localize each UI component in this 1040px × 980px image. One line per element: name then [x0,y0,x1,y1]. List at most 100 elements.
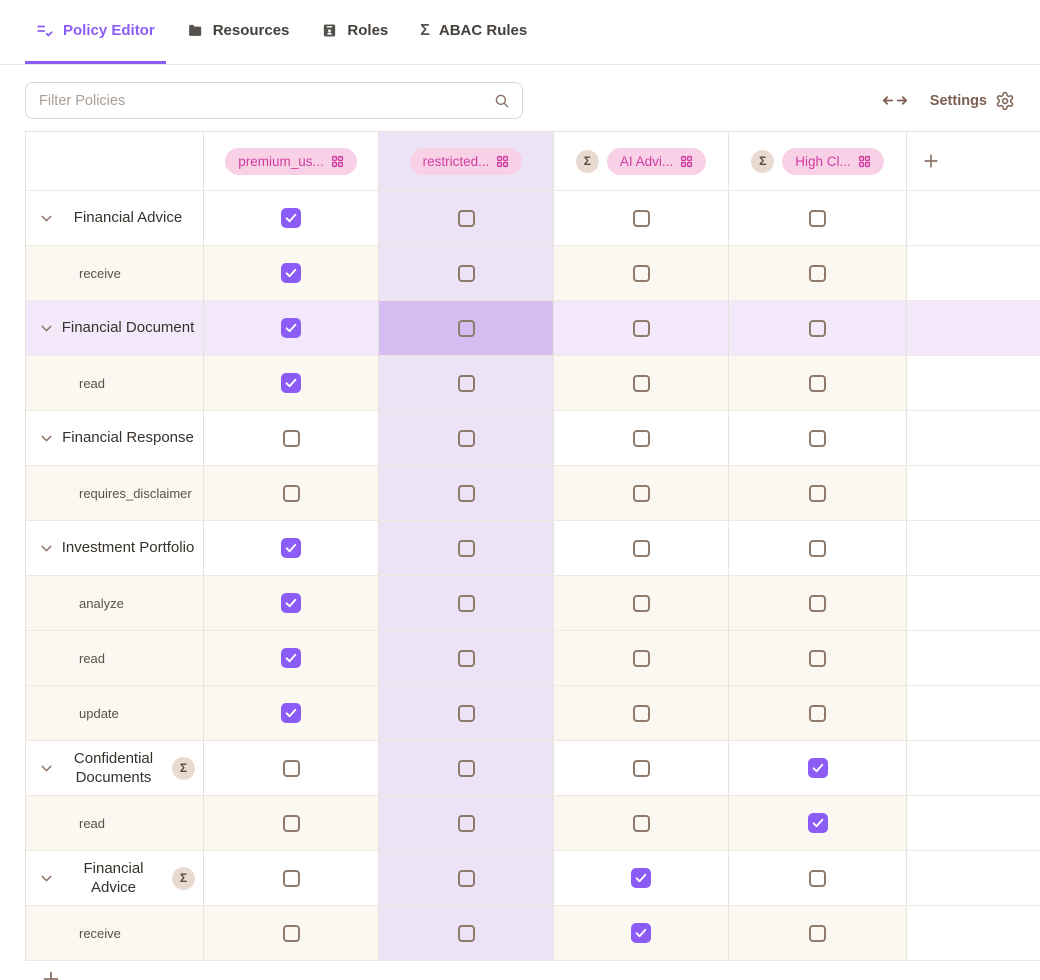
matrix-cell [554,301,729,356]
checkbox-unchecked[interactable] [457,319,475,337]
checkbox-unchecked[interactable] [632,429,650,447]
checkbox-unchecked[interactable] [457,704,475,722]
checkbox-unchecked[interactable] [632,704,650,722]
checkbox-checked[interactable] [631,923,651,943]
checkbox-box-unchecked [632,429,650,447]
checkbox-checked[interactable] [281,538,301,558]
checkbox-unchecked[interactable] [282,924,300,942]
checkbox-checked[interactable] [631,868,651,888]
checkbox-unchecked[interactable] [809,594,826,612]
tab-abac-rules[interactable]: Σ ABAC Rules [409,0,538,64]
checkbox-checked[interactable] [281,263,301,283]
checkbox-unchecked[interactable] [632,649,650,667]
checkbox-unchecked[interactable] [457,374,475,392]
matrix-cell [729,411,907,466]
checkbox-unchecked[interactable] [809,869,826,887]
checkbox-unchecked[interactable] [282,759,300,777]
checkbox-unchecked[interactable] [809,924,826,942]
checkbox-unchecked[interactable] [282,484,300,502]
checkbox-unchecked[interactable] [457,539,475,557]
checkbox-box-unchecked [632,319,650,337]
action-row-label-cell: read [26,796,204,851]
checkbox-checked[interactable] [281,208,301,228]
grid-handle-icon [331,155,344,168]
matrix-cell [554,246,729,301]
column-pill[interactable]: premium_us... [225,147,357,175]
chevron-down-icon[interactable] [38,540,55,557]
checkbox-unchecked[interactable] [457,209,475,227]
checkbox-box-unchecked [809,429,826,447]
expand-columns-button[interactable] [882,93,908,108]
matrix-cell [204,301,379,356]
settings-label: Settings [929,92,987,109]
checkbox-unchecked[interactable] [632,319,650,337]
checkbox-box-unchecked [457,594,475,612]
matrix-cell [554,576,729,631]
checkbox-checked[interactable] [281,703,301,723]
tab-resources[interactable]: Resources [176,0,301,64]
matrix-cell [204,246,379,301]
checkbox-unchecked[interactable] [457,814,475,832]
checkbox-unchecked[interactable] [457,264,475,282]
chevron-down-icon[interactable] [38,320,55,337]
matrix-cell [379,851,554,906]
column-header-cell: premium_us... [204,132,379,191]
checkbox-checked[interactable] [281,593,301,613]
checkbox-box-unchecked [809,374,826,392]
checkbox-unchecked[interactable] [457,869,475,887]
checkbox-unchecked[interactable] [809,209,826,227]
checkbox-unchecked[interactable] [809,319,826,337]
add-column-button[interactable] [921,151,941,171]
chevron-down-icon[interactable] [38,760,55,777]
checkbox-unchecked[interactable] [457,484,475,502]
column-pill[interactable]: restricted... [409,147,523,175]
checkbox-unchecked[interactable] [632,374,650,392]
tab-roles[interactable]: Roles [310,0,399,64]
checkbox-checked[interactable] [281,318,301,338]
checkbox-unchecked[interactable] [457,759,475,777]
checkbox-unchecked[interactable] [457,429,475,447]
matrix-cell [729,246,907,301]
checkbox-unchecked[interactable] [457,924,475,942]
column-pill[interactable]: AI Advi... [606,147,707,175]
checkbox-checked[interactable] [807,813,828,833]
chevron-down-icon[interactable] [38,430,55,447]
checkbox-unchecked[interactable] [809,704,826,722]
resource-row-label-cell: Financial Advice Σ [26,851,204,906]
add-resource-button[interactable] [40,968,62,980]
checkbox-unchecked[interactable] [632,264,650,282]
checkbox-box-checked [807,813,828,833]
column-pill[interactable]: High Cl... [782,147,884,175]
chevron-down-icon[interactable] [38,870,55,887]
checkbox-unchecked[interactable] [457,649,475,667]
checkbox-checked[interactable] [281,648,301,668]
checkbox-unchecked[interactable] [632,209,650,227]
checkbox-unchecked[interactable] [809,374,826,392]
tab-policy-editor[interactable]: Policy Editor [25,0,166,64]
checkbox-unchecked[interactable] [282,869,300,887]
checkbox-unchecked[interactable] [809,264,826,282]
checkbox-unchecked[interactable] [809,539,826,557]
checkbox-checked[interactable] [807,758,828,778]
checkbox-unchecked[interactable] [809,429,826,447]
checkbox-unchecked[interactable] [632,594,650,612]
resource-label: Financial Response [62,429,194,447]
checkbox-unchecked[interactable] [632,814,650,832]
checkbox-box-unchecked [282,429,300,447]
checkbox-unchecked[interactable] [282,814,300,832]
checkbox-unchecked[interactable] [457,594,475,612]
checkbox-unchecked[interactable] [282,429,300,447]
checkbox-box-unchecked [632,539,650,557]
checkbox-unchecked[interactable] [809,484,826,502]
matrix-cell [729,576,907,631]
checkbox-unchecked[interactable] [632,539,650,557]
settings-button[interactable]: Settings [930,91,1015,111]
filter-policies-input[interactable] [25,82,523,119]
resource-label: Financial Advice [83,859,144,897]
checkbox-unchecked[interactable] [632,484,650,502]
checkbox-unchecked[interactable] [632,759,650,777]
checkbox-checked[interactable] [281,373,301,393]
checkbox-unchecked[interactable] [809,649,826,667]
chevron-down-icon[interactable] [38,210,55,227]
